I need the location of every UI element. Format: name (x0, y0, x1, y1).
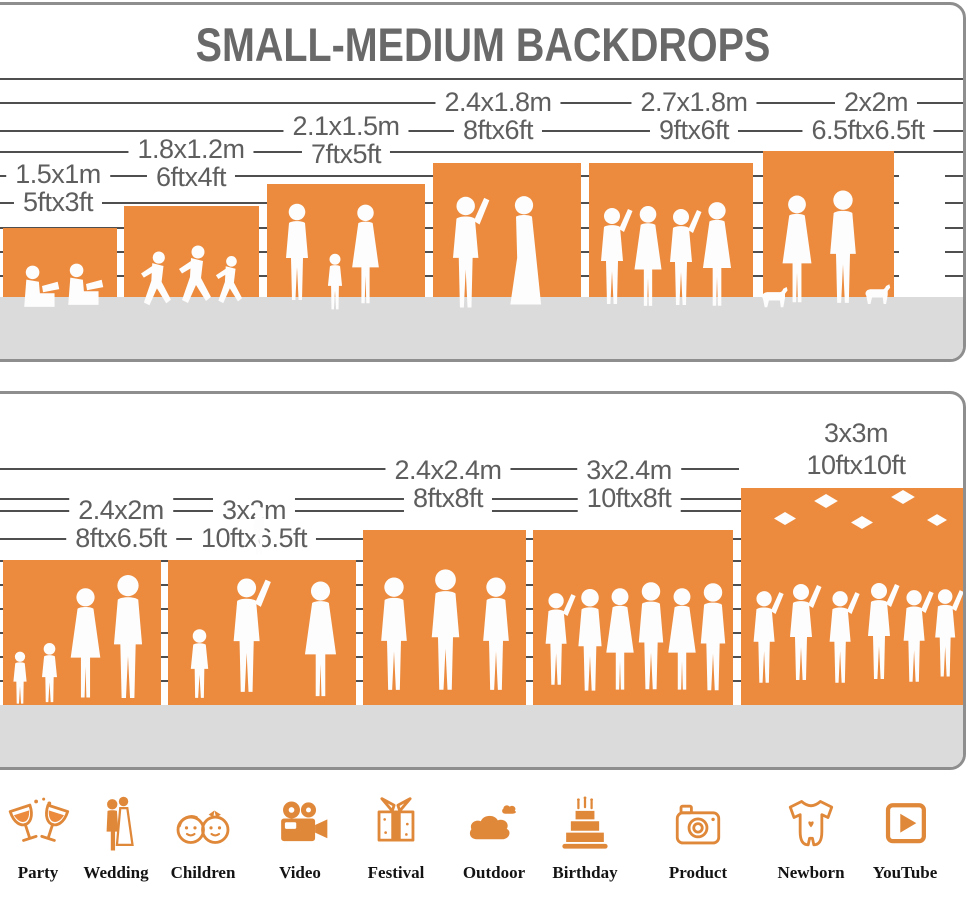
category-wedding: Wedding (68, 795, 164, 883)
size-label-ft: 10ftx10ft (797, 451, 915, 479)
size-label-ft: 8ftx8ft (403, 484, 493, 512)
gridline (0, 468, 739, 471)
party-icon (8, 797, 70, 842)
size-label-m: 1.8x1.2m (128, 135, 254, 163)
gridline-mask (899, 155, 945, 297)
birthday-icon (562, 796, 608, 849)
backdrop-rect-2x2m (763, 151, 894, 297)
size-label-ft: 8ftx6.5ft (66, 524, 176, 552)
size-label-ft: 6.5ftx6.5ft (802, 116, 934, 144)
backdrop-rect-2-4x1-8m (433, 163, 581, 297)
floor-strip (0, 705, 963, 767)
outdoor-icon (469, 805, 516, 840)
children-icon (176, 810, 230, 844)
panel-medium-large: 2.4x2m 8ftx6.5ft 3x2m 10ftx6.5ft 2.4x2.4… (0, 391, 966, 770)
category-product: Product (650, 795, 746, 883)
category-outdoor: Outdoor (446, 795, 542, 883)
size-label-ft: 8ftx6ft (453, 116, 543, 144)
size-label-m: 2.4x2.4m (385, 456, 511, 484)
size-label-ft: 7ftx5ft (301, 140, 391, 168)
festival-icon (377, 797, 415, 842)
gridline (0, 151, 963, 154)
size-label-m: 3x2.4m (577, 456, 681, 484)
backdrop-rect-1-8x1-2m (124, 206, 259, 297)
size-label-m: 2x2m (834, 88, 918, 116)
backdrop-rect-3x2-4m (533, 530, 733, 705)
category-party: Party (0, 795, 86, 883)
category-festival: Festival (348, 795, 444, 883)
category-row: Party Wedding (0, 795, 969, 911)
category-label: Video (279, 863, 321, 882)
gridline (0, 78, 963, 81)
category-newborn: Newborn (763, 795, 859, 883)
backdrop-rect-2-1x1-5m (267, 184, 425, 297)
size-label-m: 1.5x1m (6, 160, 110, 188)
category-label: YouTube (872, 863, 938, 882)
category-children: Children (155, 795, 251, 883)
backdrop-rect-1-5x1m (3, 228, 117, 297)
backdrop-rect-2-4x2-4m (363, 530, 526, 705)
category-youtube: YouTube (857, 795, 953, 883)
size-label-m: 2.1x1.5m (283, 112, 409, 140)
backdrop-rect-3x2m (168, 560, 356, 705)
size-label-ft: 9ftx6ft (649, 116, 739, 144)
size-label-m: 2.4x1.8m (435, 88, 561, 116)
category-label: Festival (367, 863, 425, 882)
backdrop-rect-3x3m (741, 488, 963, 705)
category-label: Wedding (83, 863, 149, 882)
youtube-icon (885, 803, 926, 844)
newborn-icon (788, 800, 834, 847)
floor-strip (0, 297, 963, 359)
category-label: Newborn (777, 863, 845, 882)
panel-small-medium: SMALL-MEDIUM BACKDROPS 1.5x1m 5ftx3ft 1.… (0, 2, 966, 362)
video-icon (281, 801, 328, 842)
size-label-ft: 5ftx3ft (13, 188, 103, 216)
backdrop-rect-2-7x1-8m (589, 163, 753, 297)
backdrop-rect-2-4x2m (3, 560, 161, 705)
page-title: SMALL-MEDIUM BACKDROPS (195, 18, 771, 71)
category-label: Outdoor (462, 863, 526, 882)
category-label: Party (17, 863, 59, 882)
size-label-ft: 6ftx4ft (146, 163, 236, 191)
size-label-m: 3x2m (212, 496, 296, 524)
category-label: Children (170, 863, 236, 882)
size-label-ft: 10ftx8ft (577, 484, 681, 512)
size-label-ft: 10ftx6.5ft (191, 524, 317, 552)
category-video: Video (252, 795, 348, 883)
size-label-m: 2.4x2m (69, 496, 173, 524)
category-label: Product (668, 863, 728, 882)
size-label-m: 2.7x1.8m (631, 88, 757, 116)
wedding-icon (106, 796, 134, 851)
product-icon (675, 804, 721, 845)
category-label: Birthday (552, 863, 618, 882)
size-label-m: 3x3m (814, 419, 898, 447)
category-birthday: Birthday (537, 795, 633, 883)
